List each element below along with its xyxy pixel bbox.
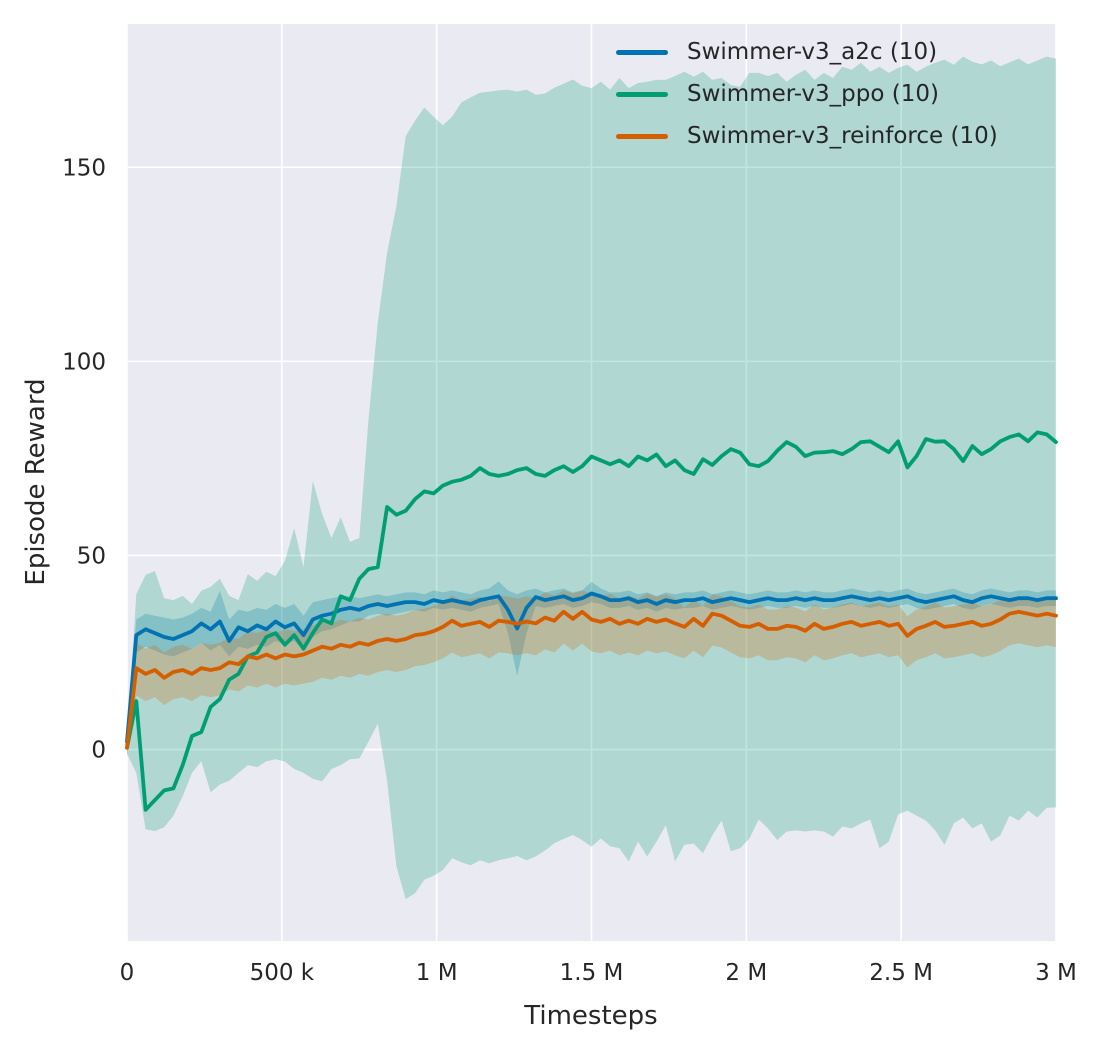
- y-tick-label: 50: [77, 543, 106, 569]
- y-tick-label: 100: [62, 349, 106, 375]
- legend-item-ppo: Swimmer-v3_ppo (10): [616, 73, 998, 115]
- x-tick-label: 2.5 M: [869, 960, 933, 986]
- legend-item-a2c: Swimmer-v3_a2c (10): [616, 31, 998, 73]
- legend-line-swatch-reinforce: [616, 133, 668, 139]
- legend-item-reinforce: Swimmer-v3_reinforce (10): [616, 115, 998, 157]
- reinforce-confidence-band: [127, 590, 1056, 758]
- a2c-line: [125, 591, 1058, 744]
- x-tick-label: 0: [120, 960, 135, 986]
- legend-label-ppo: Swimmer-v3_ppo (10): [687, 81, 939, 107]
- x-tick-label: 1.5 M: [560, 960, 624, 986]
- legend-line-swatch-ppo: [616, 91, 668, 97]
- x-tick-label: 500 k: [250, 960, 315, 986]
- reinforce-line: [125, 609, 1058, 750]
- ppo-confidence-band: [127, 56, 1056, 900]
- x-tick-label: 1 M: [416, 960, 458, 986]
- legend: Swimmer-v3_a2c (10) Swimmer-v3_ppo (10) …: [616, 31, 998, 157]
- y-tick-label: 0: [91, 738, 106, 764]
- x-axis-label: Timesteps: [524, 1001, 658, 1031]
- x-tick-label: 2 M: [725, 960, 767, 986]
- ppo-line: [125, 430, 1058, 812]
- legend-line-swatch-a2c: [616, 49, 668, 55]
- y-axis-label: Episode Reward: [21, 378, 51, 586]
- x-tick-label: 3 M: [1035, 960, 1077, 986]
- y-tick-label: 150: [62, 155, 106, 181]
- legend-label-a2c: Swimmer-v3_a2c (10): [687, 39, 938, 65]
- legend-label-reinforce: Swimmer-v3_reinforce (10): [687, 123, 998, 149]
